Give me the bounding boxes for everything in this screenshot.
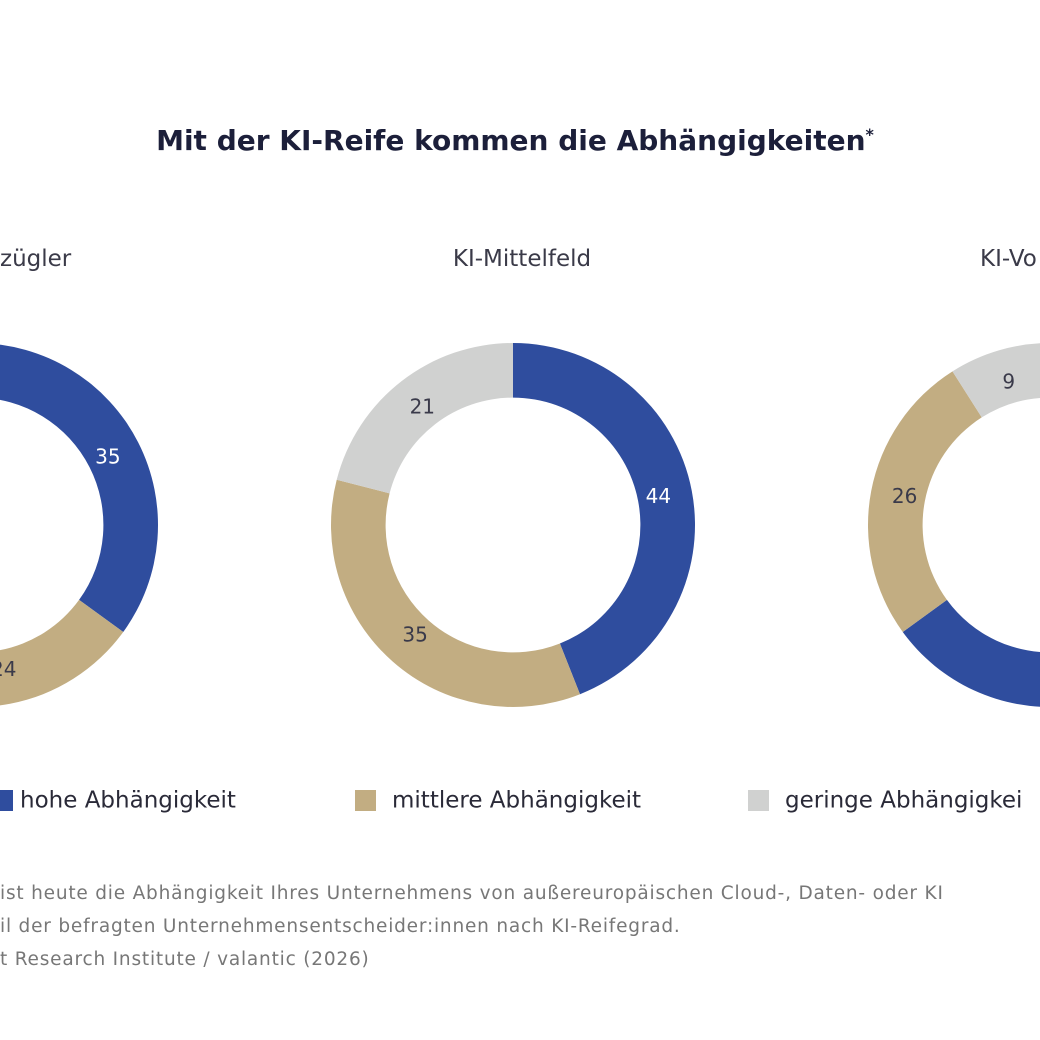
value-label: 35 xyxy=(95,444,120,468)
value-label: 9 xyxy=(1002,369,1015,393)
donut-segment xyxy=(952,343,1040,418)
value-label: 26 xyxy=(892,484,917,508)
donut-segment xyxy=(336,343,513,494)
footnote: ist heute die Abhängigkeit Ihres Unterne… xyxy=(0,883,944,904)
title-text: Mit der KI-Reife kommen die Abhängigkeit… xyxy=(156,124,865,157)
legend-swatch xyxy=(0,790,13,811)
donut-segment xyxy=(0,599,124,706)
pie-title: KI-Mittelfeld xyxy=(453,246,591,272)
footnote: t Research Institute / valantic (2026) xyxy=(0,949,370,970)
chart-title: Mit der KI-Reife kommen die Abhängigkeit… xyxy=(156,124,874,157)
legend-swatch xyxy=(748,790,769,811)
legend-swatch xyxy=(355,790,376,811)
legend-label: mittlere Abhängigkeit xyxy=(392,788,641,814)
value-label: 21 xyxy=(410,395,435,419)
value-label: 24 xyxy=(0,657,16,681)
value-label: 35 xyxy=(402,623,427,647)
footnote: il der befragten Unternehmensentscheider… xyxy=(0,916,681,937)
legend-label: hohe Abhängigkeit xyxy=(20,788,236,814)
legend-label: geringe Abhängigkei xyxy=(785,788,1022,814)
donut-segment xyxy=(0,344,158,632)
donut-segment xyxy=(513,343,696,695)
donut-segment xyxy=(330,479,580,707)
pie-title: KI-Vo xyxy=(980,246,1037,272)
donut-segment xyxy=(902,599,1040,707)
value-label: 44 xyxy=(646,484,671,508)
title-marker: * xyxy=(866,125,875,144)
donut-segment xyxy=(868,371,982,632)
pie-title: zügler xyxy=(0,246,72,272)
